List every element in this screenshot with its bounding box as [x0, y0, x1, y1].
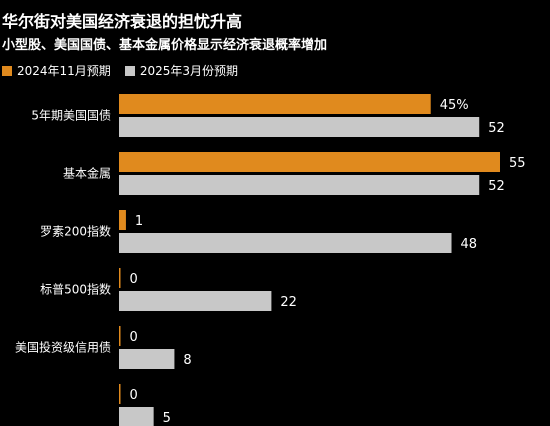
bar-mar-2025 — [119, 233, 452, 253]
bar-nov-2024 — [119, 152, 500, 172]
bar-nov-2024 — [119, 326, 121, 346]
value-label: 48 — [461, 237, 478, 252]
chart-title: 华尔街对美国经济衰退的担忧升高 — [2, 12, 243, 31]
bar-mar-2025 — [119, 349, 175, 369]
bar-mar-2025 — [119, 175, 480, 195]
bar-nov-2024 — [119, 268, 121, 288]
value-label: 55 — [509, 156, 526, 171]
legend-item-mar-2025: 2025年3月份预期 — [124, 62, 238, 79]
bar-mar-2025 — [119, 117, 480, 137]
value-label: 52 — [488, 121, 505, 136]
category-label: 罗素200指数 — [40, 224, 111, 239]
category-label: 美国投资级信用债 — [15, 340, 111, 355]
legend-item-nov-2024: 2024年11月预期 — [2, 62, 111, 79]
value-label: 1 — [135, 214, 143, 229]
bar-nov-2024 — [119, 210, 126, 230]
value-label: 0 — [130, 330, 138, 345]
category-label: 5年期美国国债 — [31, 109, 111, 123]
value-label: 22 — [280, 295, 297, 310]
chart-subtitle: 小型股、美国国债、基本金属价格显示经济衰退概率增加 — [2, 38, 328, 53]
legend-label-mar-2025: 2025年3月份预期 — [139, 64, 238, 78]
legend-label-nov-2024: 2024年11月预期 — [17, 64, 111, 78]
value-label: 8 — [183, 353, 191, 368]
bar-nov-2024 — [119, 94, 431, 114]
legend-swatch-nov-2024 — [2, 65, 12, 76]
value-label: 0 — [130, 388, 138, 403]
chart-legend: 2024年11月预期 2025年3月份预期 — [2, 62, 252, 79]
bar-mar-2025 — [119, 291, 272, 311]
bar-nov-2024 — [119, 384, 121, 404]
value-label: 45% — [440, 98, 469, 113]
value-label: 0 — [130, 272, 138, 287]
category-label: 基本金属 — [63, 166, 111, 181]
value-label: 52 — [488, 179, 505, 194]
bar-mar-2025 — [119, 407, 154, 426]
category-label: 标普500指数 — [40, 282, 111, 297]
value-label: 5 — [163, 411, 171, 426]
legend-swatch-mar-2025 — [124, 65, 135, 76]
